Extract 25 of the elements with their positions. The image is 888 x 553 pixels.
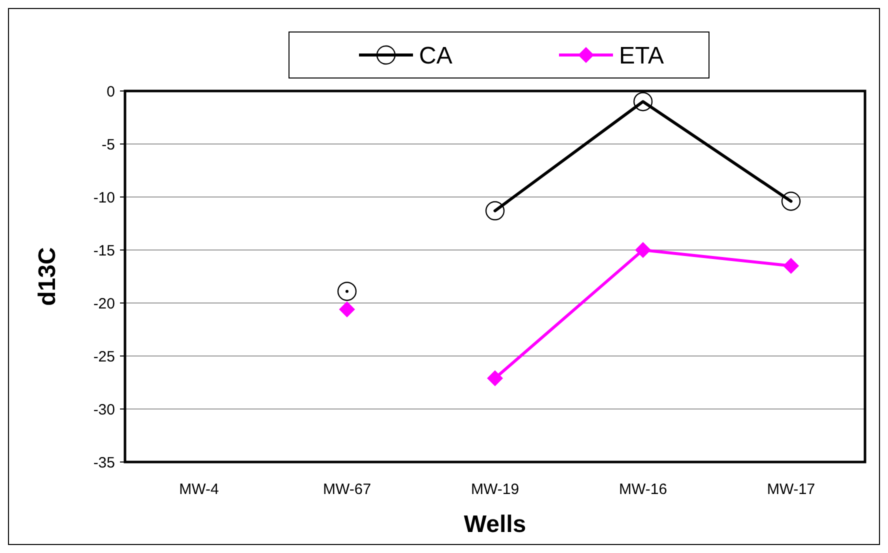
point [783,258,799,274]
point [337,282,357,301]
point [633,92,653,112]
y-tick-label: -5 [102,136,115,154]
x-tick-label: MW-19 [470,481,520,498]
y-axis-title: d13C [34,247,61,306]
y-tick-label: -15 [93,242,115,260]
x-tick-label: MW-67 [322,481,372,498]
x-tick-label: MW-16 [618,481,668,498]
point [339,301,355,318]
y-tick-label: -25 [93,348,115,366]
point [485,201,505,220]
point [635,242,651,258]
point [487,370,503,386]
legend-label: ETA [619,42,664,70]
y-tick-label: 0 [106,83,115,100]
x-axis-title: Wells [464,511,526,538]
legend-label: CA [419,42,452,70]
x-tick-label: MW-4 [179,481,219,498]
x-tick-label: MW-17 [766,481,816,498]
y-tick-label: -20 [93,295,115,312]
y-tick-label: -35 [93,454,115,472]
y-tick-label: -30 [93,401,115,418]
point [781,192,801,211]
y-tick-label: -10 [93,189,115,206]
